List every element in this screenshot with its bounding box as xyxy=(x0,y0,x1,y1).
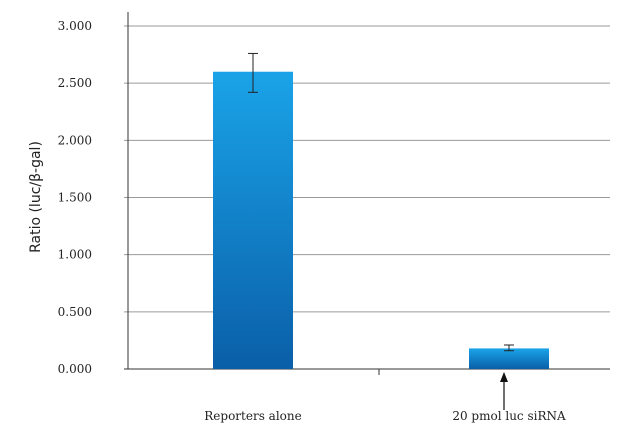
x-category-label: Reporters alone xyxy=(204,409,301,423)
y-tick-labels: 0.000 0.500 1.000 1.500 2.000 2.500 3.000 xyxy=(58,19,92,376)
axes xyxy=(124,12,610,375)
y-tick-label: 1.500 xyxy=(58,191,92,205)
bar xyxy=(213,71,293,369)
annotations xyxy=(500,372,508,410)
y-tick-label: 2.000 xyxy=(58,133,92,147)
annotation-arrow-head xyxy=(500,372,508,382)
y-tick-label: 2.500 xyxy=(58,76,92,90)
x-category-label: 20 pmol luc siRNA xyxy=(452,409,566,423)
y-tick-label: 0.000 xyxy=(58,362,92,376)
bars xyxy=(213,71,549,369)
bar xyxy=(469,348,549,369)
gridlines xyxy=(124,25,610,313)
x-category-labels: Reporters alone 20 pmol luc siRNA xyxy=(204,409,566,423)
y-tick-label: 1.000 xyxy=(58,248,92,262)
error-bars xyxy=(248,52,514,352)
y-axis-title: Ratio (luc/β-gal) xyxy=(28,141,44,253)
y-tick-label: 0.500 xyxy=(58,305,92,319)
y-tick-label: 3.000 xyxy=(58,19,92,33)
